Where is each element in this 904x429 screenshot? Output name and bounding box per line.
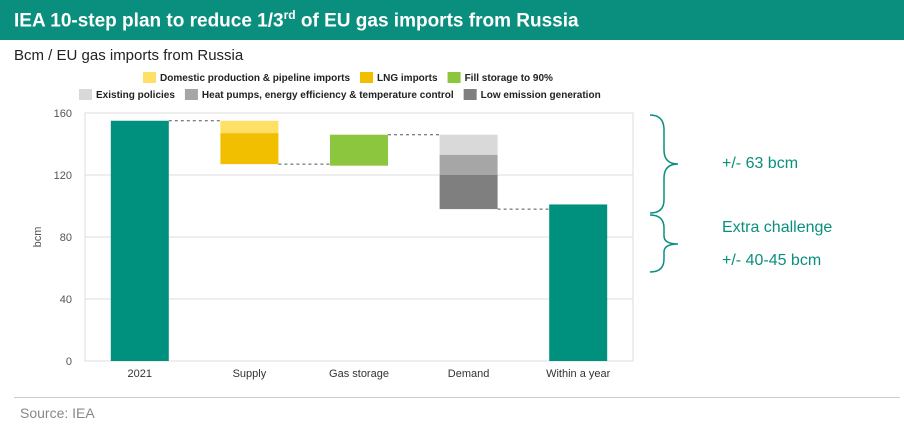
x-tick-label: Gas storage — [329, 368, 389, 380]
bar-demand — [439, 134, 498, 155]
legend-swatch — [447, 72, 461, 83]
y-tick-label: 80 — [60, 232, 72, 244]
legend-swatch — [184, 89, 198, 100]
x-tick-label: Within a year — [546, 368, 611, 380]
legend-swatch — [143, 72, 156, 83]
annotation-range-1: +/- 63 bcm — [722, 155, 799, 172]
legend-swatch — [463, 89, 477, 100]
y-tick-label: 0 — [66, 356, 72, 368]
annotation-range-2: +/- 40-45 bcm — [722, 252, 822, 269]
footer-divider — [14, 397, 900, 398]
title-banner: IEA 10-step plan to reduce 1/3rd of EU g… — [0, 0, 904, 40]
bar-gas-storage — [330, 134, 388, 166]
legend-swatch — [79, 89, 92, 100]
bar-supply — [220, 133, 279, 165]
legend-label: Domestic production & pipeline imports — [160, 73, 350, 84]
x-tick-label: 2021 — [128, 368, 152, 380]
brace-range-1 — [649, 114, 679, 214]
legend-label: Heat pumps, energy efficiency & temperat… — [202, 90, 454, 101]
chart-subtitle: Bcm / EU gas imports from Russia — [14, 47, 244, 64]
legend-label: Low emission generation — [481, 90, 601, 101]
y-tick-label: 120 — [54, 170, 72, 182]
x-tick-label: Demand — [448, 368, 490, 380]
brace-range-2 — [649, 214, 679, 273]
y-tick-label: 160 — [54, 108, 72, 120]
x-tick-label: Supply — [233, 368, 267, 380]
waterfall-chart: 0 40 80 120 160 bcm 2021 Supply Gas storage Deman… — [32, 72, 679, 380]
y-axis-label: bcm — [32, 227, 44, 248]
bar-2021 — [110, 120, 169, 361]
source-note: Source: IEA — [20, 405, 95, 421]
annotation-extra-challenge: Extra challenge — [722, 219, 833, 236]
legend-label: LNG imports — [377, 73, 438, 84]
page-title: IEA 10-step plan to reduce 1/3rd of EU g… — [14, 8, 579, 32]
bar-supply — [220, 120, 279, 134]
legend-label: Existing policies — [96, 90, 175, 101]
bar-within-a-year — [549, 204, 608, 361]
bar-demand — [439, 154, 498, 175]
legend-label: Fill storage to 90% — [465, 73, 553, 84]
bar-demand — [439, 175, 498, 210]
y-tick-label: 40 — [60, 294, 72, 306]
legend-swatch — [360, 72, 374, 83]
